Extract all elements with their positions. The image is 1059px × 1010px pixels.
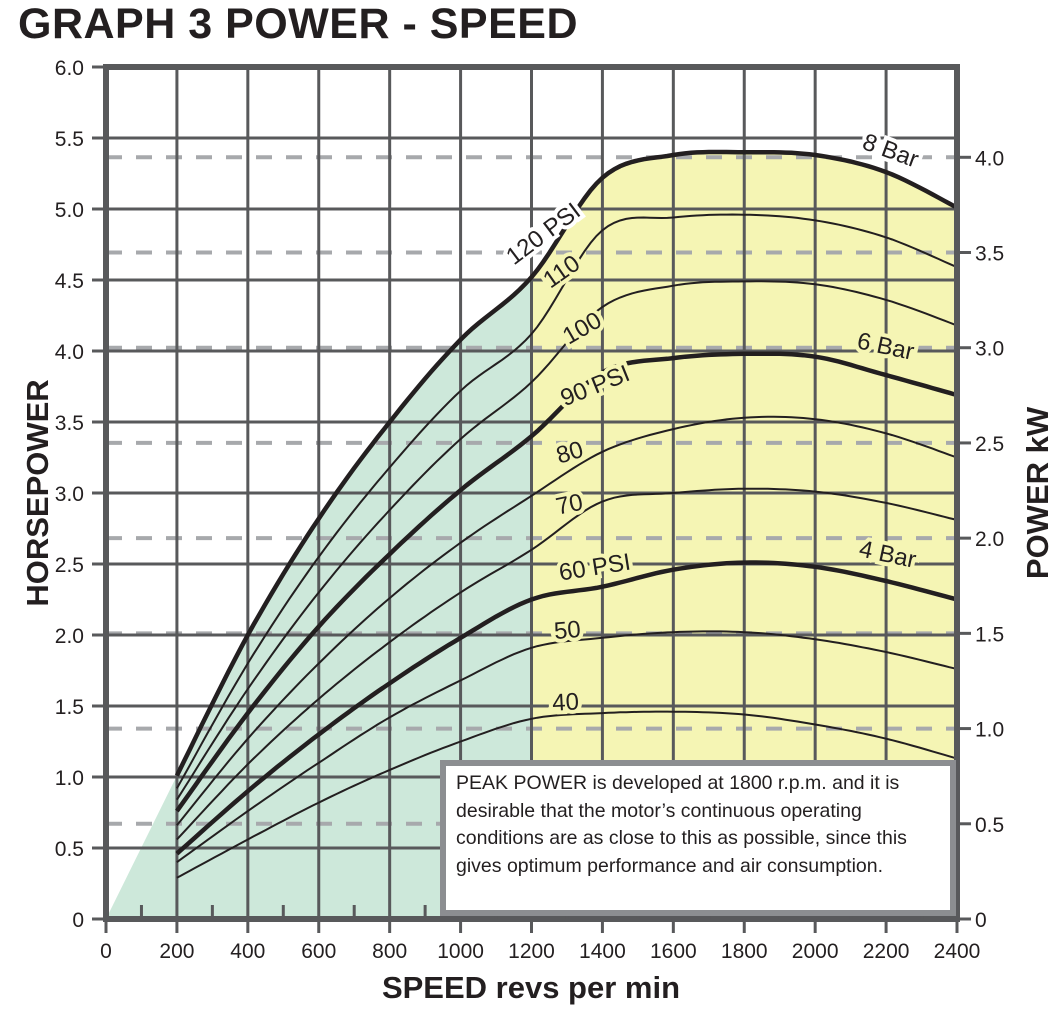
chart-title: GRAPH 3 POWER - SPEED (18, 0, 579, 48)
curve-label-40: 40 (552, 688, 580, 716)
y-tick-label: 4.5 (55, 270, 84, 293)
y2-tick-label: 3.0 (975, 338, 1004, 361)
curve-60-psi (175, 560, 958, 856)
axis-ticks: 0 0.5 1.0 1.5 2.0 2.5 3.0 3.5 4.0 4.5 5.0 5.5 6.0 0 0.… (55, 57, 1004, 963)
y-tick-label: 2.5 (55, 554, 84, 577)
y-tick-label: 2.0 (55, 625, 84, 648)
x-tick-label: 2000 (792, 940, 839, 963)
psi-curves (174, 149, 959, 879)
curve-label-50: 50 (553, 616, 582, 645)
y-tick-label: 1.5 (55, 696, 84, 719)
x-tick-label: 0 (100, 940, 112, 963)
y2-tick-label: 1.5 (975, 623, 1004, 646)
x-tick-label: 2400 (934, 940, 981, 963)
y-tick-label: 5.0 (55, 199, 84, 222)
curve-110 (176, 213, 958, 789)
y-tick-label: 3.0 (55, 483, 84, 506)
curve-50 (176, 630, 958, 864)
curve-80 (176, 415, 958, 826)
x-tick-label: 1800 (721, 940, 768, 963)
peak-power-note: PEAK POWER is developed at 1800 r.p.m. a… (440, 760, 956, 916)
y2-tick-label: 2.5 (975, 433, 1004, 456)
y2-tick-label: 0 (975, 909, 987, 932)
y2-tick-label: 1.0 (975, 719, 1004, 742)
y2-tick-label: 2.0 (975, 528, 1004, 551)
x-tick-label: 2200 (863, 940, 910, 963)
y-tick-label: 0.5 (55, 838, 84, 861)
x-axis-title: SPEED revs per min (382, 970, 680, 1005)
y-tick-label: 4.0 (55, 341, 84, 364)
y-tick-label: 0 (72, 909, 84, 932)
y-tick-label: 6.0 (55, 57, 84, 80)
curve-120-psi (174, 149, 959, 777)
x-tick-label: 800 (372, 940, 407, 963)
y-tick-label: 5.5 (55, 128, 84, 151)
x-tick-label: 1600 (650, 940, 697, 963)
x-tick-label: 1400 (579, 940, 626, 963)
y-tick-label: 3.5 (55, 412, 84, 435)
x-tick-label: 1000 (437, 940, 484, 963)
curve-70 (176, 487, 958, 841)
y2-tick-label: 4.0 (975, 147, 1004, 170)
curve-40 (176, 710, 958, 879)
y2-tick-label: 3.5 (975, 243, 1004, 266)
x-tick-label: 1200 (508, 940, 555, 963)
y2-tick-label: 0.5 (975, 814, 1004, 837)
curve-90-psi (175, 351, 958, 813)
x-tick-label: 400 (230, 940, 265, 963)
x-tick-label: 200 (159, 940, 194, 963)
x-tick-label: 600 (301, 940, 336, 963)
curve-label-70: 70 (554, 489, 586, 521)
y-tick-label: 1.0 (55, 767, 84, 790)
curve-100 (176, 280, 958, 801)
y-axis-title: HORSEPOWER (20, 379, 55, 606)
y2-axis-title: POWER kW (1020, 406, 1055, 579)
